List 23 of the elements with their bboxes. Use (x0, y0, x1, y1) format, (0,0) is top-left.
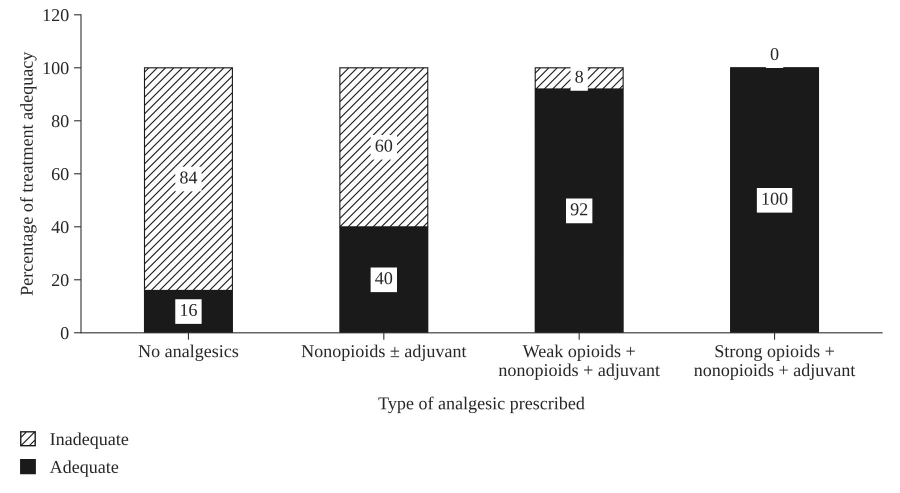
y-tick-label: 20 (52, 274, 69, 286)
data-label: 8 (575, 70, 584, 83)
legend-label: Inadequate (50, 432, 128, 449)
data-label: 84 (180, 171, 198, 184)
y-tick-label: 0 (60, 327, 69, 340)
y-axis-title: Percentage of treatment adequacy (20, 52, 37, 296)
data-label: 0 (770, 48, 778, 60)
y-tick-label: 100 (44, 62, 69, 74)
y-tick-label: 60 (52, 168, 69, 180)
data-label: 100 (762, 192, 788, 205)
y-tick-label: 40 (51, 221, 69, 234)
data-label: 16 (181, 304, 197, 316)
x-tick-label: Strong opioids + nonopioids + adjuvant (694, 344, 856, 380)
data-label: 60 (376, 140, 392, 152)
x-tick-label: Nonopioids ± adjuvant (302, 344, 466, 361)
y-tick-label: 120 (44, 9, 69, 22)
y-tick-label: 80 (52, 115, 69, 128)
data-label: 40 (375, 272, 392, 284)
x-tick-label: No analgesics (138, 344, 238, 362)
legend-label: Adequate (50, 460, 118, 477)
data-label: 92 (570, 203, 588, 216)
x-tick-label: Weak opioids + nonopioids + adjuvant (498, 344, 660, 380)
x-axis-title: Type of analgesic prescribed (378, 396, 585, 414)
